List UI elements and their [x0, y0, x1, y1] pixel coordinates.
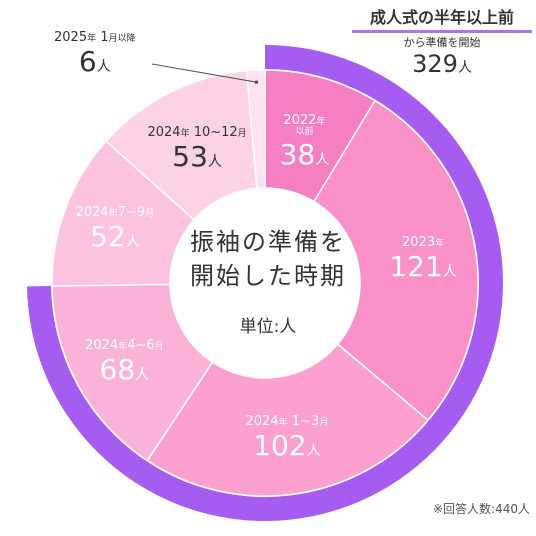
callout-number: 329 [412, 50, 458, 78]
respondents-note: ※回答人数:440人 [432, 502, 530, 516]
slice-label-5: 2024年 10~12月 53人 [147, 123, 246, 171]
callout-value: 329人 [352, 50, 532, 78]
slice-label-1: 2023年 121人 [389, 233, 456, 281]
slice-value-4: 52人 [90, 220, 140, 254]
slice-value-2: 102人 [253, 429, 321, 463]
callout-title: 成人式の半年以上前 [352, 4, 532, 33]
slice-label-4: 2024年7~9月 52人 [76, 203, 155, 251]
slice-3 [51, 283, 214, 462]
slice-category-4: 2024年7~9月 [75, 205, 155, 221]
donut-hole [170, 188, 360, 378]
callout-unit: 人 [457, 60, 472, 76]
leader-line [151, 63, 257, 83]
center-title-line2: 開始した時期 [190, 262, 346, 290]
slice-value-3: 68人 [99, 352, 150, 386]
slice-label-2: 2024年 1~3月 102人 [246, 412, 329, 460]
slice-label-3: 2024年4~6月 68人 [85, 336, 164, 384]
slice-category-6: 2025年 1月以降 [54, 30, 136, 45]
slice-category-2: 2024年 1~3月 [245, 414, 329, 430]
slice-label-0: 2022年 以前 38人 [280, 111, 330, 169]
slice-subcategory-0: 以前 [295, 127, 314, 138]
center-unit-label: 単位:人 [239, 317, 297, 337]
slice-value-6: 6人 [78, 45, 111, 78]
slice-category-1: 2023年 [402, 234, 445, 250]
callout-subtitle: から準備を開始 [403, 36, 481, 49]
slice-label-6: 2025年 1月以降 6人 [54, 28, 136, 76]
slice-value-1: 121人 [389, 249, 457, 283]
slice-category-5: 2024年 10~12月 [147, 125, 247, 141]
slice-value-5: 53人 [172, 140, 222, 174]
slice-category-3: 2024年4~6月 [85, 337, 164, 353]
leader-dot [254, 80, 259, 84]
center-title-line1: 振袖の準備を [190, 228, 346, 256]
slice-value-0: 38人 [279, 138, 330, 172]
slice-category-0: 2022年 [283, 113, 326, 129]
